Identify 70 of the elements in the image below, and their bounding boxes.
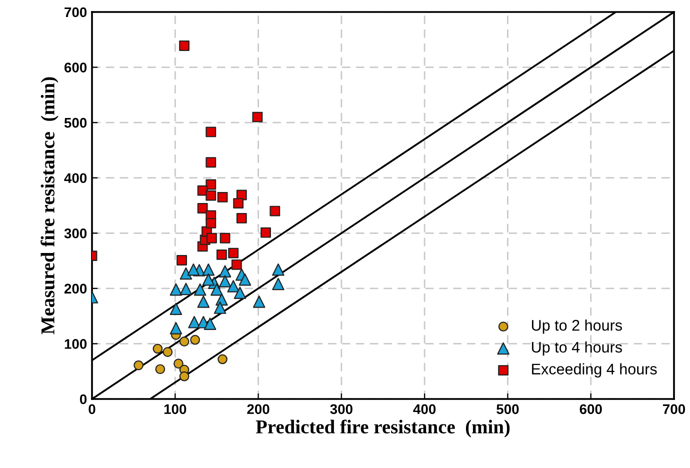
- point: [179, 40, 190, 51]
- y-tick-label: 300: [64, 228, 87, 238]
- point: [170, 283, 182, 296]
- point: [155, 364, 166, 374]
- point: [233, 198, 244, 208]
- y-tick-label: 100: [64, 339, 87, 349]
- point: [260, 227, 271, 238]
- point: [228, 248, 239, 258]
- x-tick-label: 100: [164, 404, 186, 414]
- point: [206, 232, 217, 244]
- point: [174, 358, 184, 369]
- x-tick-label: 0: [88, 404, 96, 414]
- point: [180, 282, 192, 296]
- point: [227, 280, 240, 292]
- point: [206, 126, 216, 138]
- point: [272, 278, 284, 290]
- x-tick-label: 500: [496, 404, 519, 414]
- point: [216, 249, 227, 260]
- point: [252, 296, 266, 308]
- x-tick-label: 600: [580, 404, 602, 414]
- y-tick-label: 200: [64, 284, 87, 294]
- point: [176, 255, 188, 266]
- point: [270, 206, 280, 216]
- point: [218, 265, 232, 278]
- point: [179, 371, 190, 382]
- point: [179, 336, 190, 346]
- x-tick-label: 300: [330, 404, 352, 414]
- point: [252, 112, 263, 122]
- point: [234, 286, 246, 300]
- x-tick-label: 700: [663, 404, 686, 414]
- point: [206, 218, 216, 228]
- y-tick-label: 400: [64, 173, 87, 184]
- point: [206, 157, 216, 168]
- point: [206, 190, 216, 201]
- y-axis-title: Measured fire resistance (min): [40, 77, 58, 334]
- y-tick-label: 500: [64, 118, 87, 128]
- point: [202, 273, 215, 286]
- point: [272, 263, 284, 276]
- point: [220, 232, 230, 244]
- x-tick-label: 200: [247, 404, 270, 414]
- point: [204, 318, 216, 330]
- point: [170, 302, 182, 316]
- point: [218, 275, 232, 288]
- legend-label: Up to 4 hours: [532, 341, 622, 356]
- point: [217, 192, 228, 202]
- point: [197, 296, 210, 308]
- point: [180, 267, 192, 280]
- legend-label: Exceeding 4 hours: [532, 363, 657, 378]
- point: [134, 360, 144, 370]
- point: [197, 203, 208, 214]
- x-tick-label: 400: [413, 404, 436, 414]
- point: [188, 316, 200, 328]
- point: [218, 354, 228, 364]
- point: [187, 263, 200, 276]
- y-tick-label: 600: [64, 62, 87, 72]
- legend-label: Up to 2 hours: [532, 320, 622, 334]
- point: [152, 344, 163, 354]
- point: [210, 283, 223, 296]
- point: [162, 347, 173, 357]
- point: [214, 302, 226, 314]
- point: [170, 322, 182, 334]
- x-axis-title: Predicted fire resistance (min): [256, 420, 510, 438]
- y-tick-label: 0: [80, 394, 87, 404]
- point: [190, 334, 200, 345]
- point: [202, 263, 215, 276]
- point: [231, 259, 242, 270]
- y-tick-label: 700: [64, 7, 87, 18]
- point: [194, 283, 206, 296]
- point: [236, 213, 247, 224]
- point: [238, 273, 252, 286]
